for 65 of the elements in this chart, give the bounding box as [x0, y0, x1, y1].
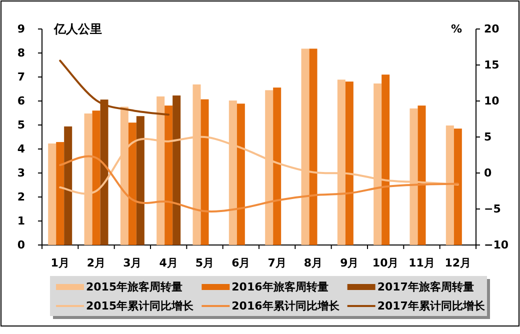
- x-tick-label: 2月: [86, 256, 106, 270]
- bar: [172, 95, 181, 245]
- x-tick-label: 6月: [232, 256, 250, 270]
- x-tick-label: 3月: [123, 256, 142, 270]
- legend-label: 2015年旅客周转量: [86, 280, 183, 294]
- bar: [164, 106, 173, 245]
- y2-tick-label: 5: [484, 130, 492, 144]
- bar: [100, 100, 108, 245]
- x-tick-label: 5月: [195, 256, 214, 270]
- bar: [228, 100, 237, 245]
- bar: [56, 142, 64, 245]
- y-tick-label: 0: [17, 238, 26, 252]
- x-tick-label: 7月: [268, 256, 286, 270]
- x-tick-label: 4月: [159, 256, 178, 270]
- y-tick-label: 8: [17, 46, 25, 60]
- bar: [136, 116, 144, 245]
- legend-label: 2016年旅客周转量: [232, 280, 328, 294]
- bar: [200, 99, 209, 245]
- y2-tick-label: 15: [484, 58, 500, 72]
- bar: [454, 128, 462, 245]
- bar: [92, 110, 100, 245]
- bar: [301, 48, 310, 245]
- legend-label: 2016年累计同比增长: [232, 300, 340, 312]
- y2-tick-label: −10: [484, 238, 509, 252]
- x-tick-label: 8月: [304, 256, 323, 270]
- y2-tick-label: −5: [484, 202, 501, 216]
- y-tick-label: 5: [17, 118, 25, 132]
- bar: [418, 106, 426, 245]
- y-tick-label: 7: [17, 70, 25, 84]
- y2-axis-title: %: [450, 22, 462, 36]
- bar: [120, 106, 128, 245]
- x-tick-label: 10月: [372, 256, 399, 270]
- bar: [84, 113, 92, 245]
- y-tick-label: 4: [17, 142, 26, 156]
- legend-label: 2017年旅客周转量: [377, 280, 474, 294]
- bar: [48, 143, 56, 245]
- y2-tick-label: 0: [484, 166, 492, 180]
- bar: [273, 88, 282, 245]
- x-tick-label: 1月: [50, 256, 70, 270]
- y-tick-label: 3: [17, 166, 25, 180]
- bar: [64, 126, 72, 245]
- bar: [192, 84, 201, 245]
- bar: [446, 125, 454, 245]
- bar: [345, 82, 354, 245]
- bar: [128, 122, 136, 245]
- bar: [309, 48, 318, 245]
- bar: [337, 80, 346, 245]
- x-tick-label: 12月: [444, 256, 472, 270]
- bar: [236, 104, 245, 245]
- y-tick-label: 9: [17, 22, 25, 36]
- y2-tick-label: 20: [484, 22, 500, 36]
- y-tick-label: 1: [17, 214, 25, 228]
- bar: [382, 74, 390, 245]
- y-tick-label: 2: [17, 190, 25, 204]
- bar: [156, 96, 165, 245]
- x-tick-label: 11月: [408, 256, 435, 270]
- y2-tick-label: 10: [484, 94, 500, 108]
- x-tick-label: 9月: [340, 256, 359, 270]
- y-axis-title: 亿人公里: [53, 22, 102, 36]
- legend-label: 2015年累计同比增长: [86, 300, 195, 312]
- bar: [265, 90, 274, 245]
- y-tick-label: 6: [17, 94, 26, 108]
- legend-label: 2017年累计同比增长: [377, 300, 486, 312]
- bar: [374, 83, 382, 245]
- bar: [410, 108, 418, 245]
